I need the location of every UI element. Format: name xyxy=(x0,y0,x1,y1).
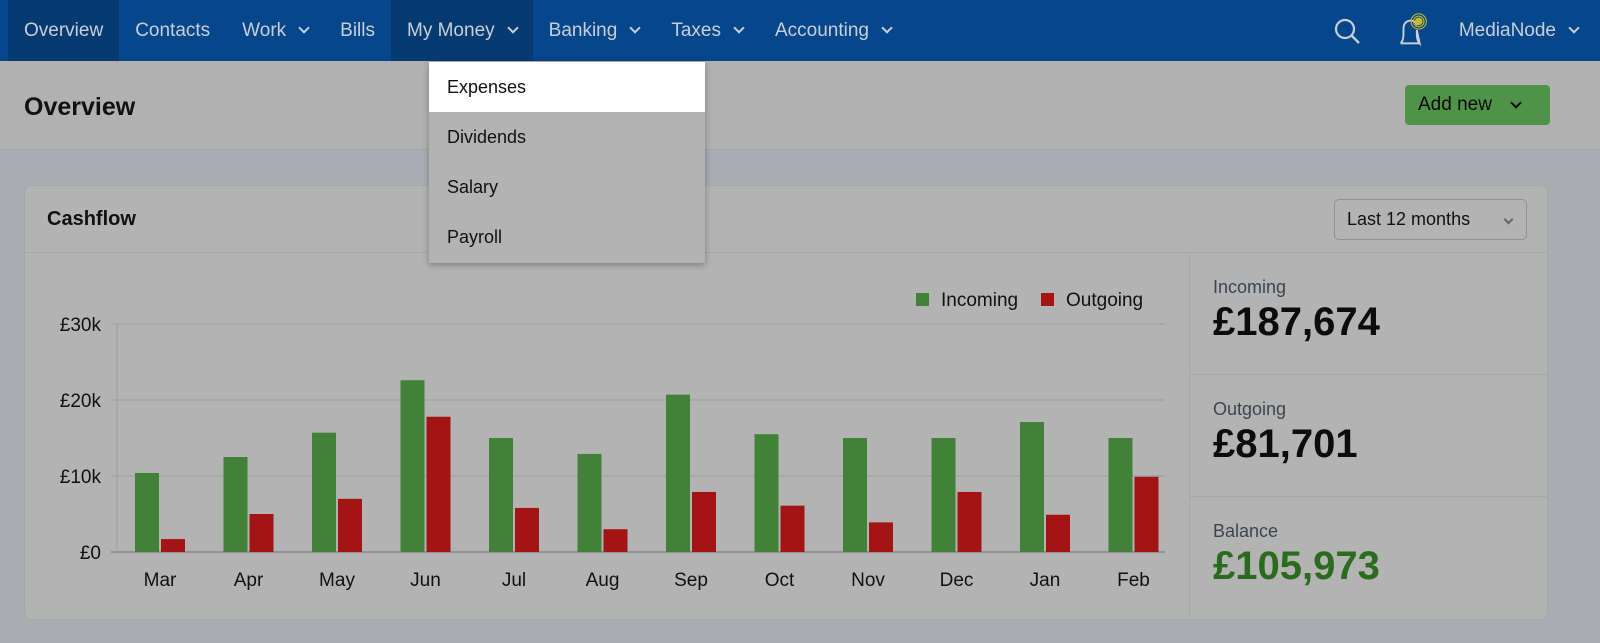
x-tick-label: Feb xyxy=(1117,570,1150,591)
period-select[interactable]: Last 12 months xyxy=(1334,199,1527,240)
chevron-down-icon xyxy=(1510,96,1522,109)
stat-outgoing: Outgoing £81,701 xyxy=(1190,375,1547,497)
dropdown-item-expenses[interactable]: Expenses xyxy=(429,62,705,112)
outgoing-bar-jul xyxy=(515,507,539,552)
outgoing-bar-oct xyxy=(780,505,805,552)
page-title: Overview xyxy=(24,93,136,121)
period-value: Last 12 months xyxy=(1347,209,1471,229)
incoming-bar-may xyxy=(312,432,336,552)
y-tick-label: £30k xyxy=(60,315,102,336)
stat-value: £105,973 xyxy=(1213,544,1380,588)
outgoing-bar-feb xyxy=(1134,476,1159,552)
x-tick-label: Nov xyxy=(851,570,885,591)
stat-value: £187,674 xyxy=(1213,300,1380,344)
dropdown-item-salary[interactable]: Salary xyxy=(447,176,499,197)
cashflow-card: Cashflow Last 12 months £0 £10k £20k £30k Ma… xyxy=(24,185,1548,620)
dropdown-item-dividends[interactable]: Dividends xyxy=(447,126,527,147)
chevron-down-icon xyxy=(298,22,310,34)
add-new-label: Add new xyxy=(1418,94,1492,115)
stats-panel: Incoming £187,674 Outgoing £81,701 Balance… xyxy=(1189,253,1547,619)
stat-label: Outgoing xyxy=(1213,399,1287,419)
incoming-bar-aug xyxy=(577,453,602,552)
stat-label: Incoming xyxy=(1213,277,1287,297)
outgoing-bar-sep xyxy=(692,491,716,552)
legend-label-incoming: Incoming xyxy=(941,290,1018,311)
nav-item-bills[interactable]: Bills xyxy=(324,0,391,61)
outgoing-bar-may xyxy=(338,498,362,552)
top-nav: Overview Contacts Work Bills My Money Banking… xyxy=(0,0,1600,61)
outgoing-bar-jan xyxy=(1046,514,1070,552)
nav-item-label: Accounting xyxy=(774,19,869,41)
x-tick-label: Jul xyxy=(502,570,526,591)
nav-item-label: My Money xyxy=(407,19,495,41)
incoming-bar-mar xyxy=(135,472,159,552)
bell-icon[interactable] xyxy=(1393,11,1433,51)
nav-item-work[interactable]: Work xyxy=(226,0,324,61)
nav-item-my-money[interactable]: My Money xyxy=(391,0,533,61)
outgoing-bar-apr xyxy=(249,514,274,552)
y-tick-label: £0 xyxy=(80,543,101,564)
chevron-down-icon xyxy=(1503,214,1514,225)
x-tick-label: Aug xyxy=(586,570,620,591)
nav-item-label: Work xyxy=(242,19,287,41)
incoming-bar-oct xyxy=(754,434,779,552)
chevron-down-icon xyxy=(733,22,745,34)
outgoing-bar-aug xyxy=(603,529,628,552)
stat-value: £81,701 xyxy=(1213,422,1358,466)
nav-item-label: Contacts xyxy=(135,19,211,41)
incoming-bar-apr xyxy=(223,457,248,552)
incoming-bar-jul xyxy=(489,438,513,552)
y-tick-label: £10k xyxy=(60,467,102,488)
page-header: Overview Add new xyxy=(0,61,1600,150)
x-tick-label: Mar xyxy=(144,570,177,591)
x-tick-label: Jan xyxy=(1030,570,1061,591)
user-name: MediaNode xyxy=(1458,19,1556,41)
legend-swatch-outgoing xyxy=(1041,293,1054,306)
incoming-bar-jan xyxy=(1020,422,1044,552)
nav-item-accounting[interactable]: Accounting xyxy=(759,0,907,61)
chevron-down-icon xyxy=(881,22,893,34)
user-menu[interactable]: MediaNode xyxy=(1459,20,1600,42)
nav-item-banking[interactable]: Banking xyxy=(533,0,656,61)
nav-item-taxes[interactable]: Taxes xyxy=(655,0,759,61)
x-tick-label: Apr xyxy=(234,570,264,591)
x-tick-label: Dec xyxy=(940,570,974,591)
y-tick-label: £20k xyxy=(60,391,102,412)
x-tick-label: May xyxy=(319,570,355,591)
card-title: Cashflow xyxy=(47,208,136,230)
outgoing-bar-mar xyxy=(161,539,185,552)
nav-item-contacts[interactable]: Contacts xyxy=(119,0,226,61)
incoming-bar-dec xyxy=(931,438,956,552)
add-new-button[interactable]: Add new xyxy=(1405,85,1550,125)
x-tick-label: Sep xyxy=(674,570,708,591)
my-money-dropdown: Expenses Dividends Salary Payroll xyxy=(429,62,705,263)
nav-item-label: Bills xyxy=(340,19,375,41)
outgoing-bar-jun xyxy=(426,416,451,552)
x-tick-label: Jun xyxy=(410,570,441,591)
nav-item-label: Overview xyxy=(24,19,104,41)
incoming-bar-sep xyxy=(666,394,690,552)
incoming-bar-jun xyxy=(400,380,425,552)
dropdown-item-payroll[interactable]: Payroll xyxy=(447,226,503,247)
legend-swatch-incoming xyxy=(916,293,929,306)
chevron-down-icon xyxy=(506,22,519,34)
stat-label: Balance xyxy=(1213,521,1279,541)
search-icon[interactable] xyxy=(1327,11,1367,51)
outgoing-bar-nov xyxy=(869,522,893,552)
incoming-bar-feb xyxy=(1108,438,1133,552)
incoming-bar-nov xyxy=(843,438,867,552)
stat-balance: Balance £105,973 xyxy=(1190,497,1547,619)
cashflow-chart: £0 £10k £20k £30k Mar Apr May Jun Jul Aug Sep Oct No… xyxy=(60,290,1165,591)
nav-item-label: Banking xyxy=(548,19,618,41)
outgoing-bar-dec xyxy=(957,491,982,552)
legend-label-outgoing: Outgoing xyxy=(1066,290,1143,311)
nav-item-overview[interactable]: Overview xyxy=(8,0,120,61)
nav-item-label: Taxes xyxy=(671,19,721,41)
stat-incoming: Incoming £187,674 xyxy=(1190,253,1547,375)
chevron-down-icon xyxy=(1568,22,1580,34)
x-tick-label: Oct xyxy=(765,570,795,591)
chevron-down-icon xyxy=(629,22,641,34)
